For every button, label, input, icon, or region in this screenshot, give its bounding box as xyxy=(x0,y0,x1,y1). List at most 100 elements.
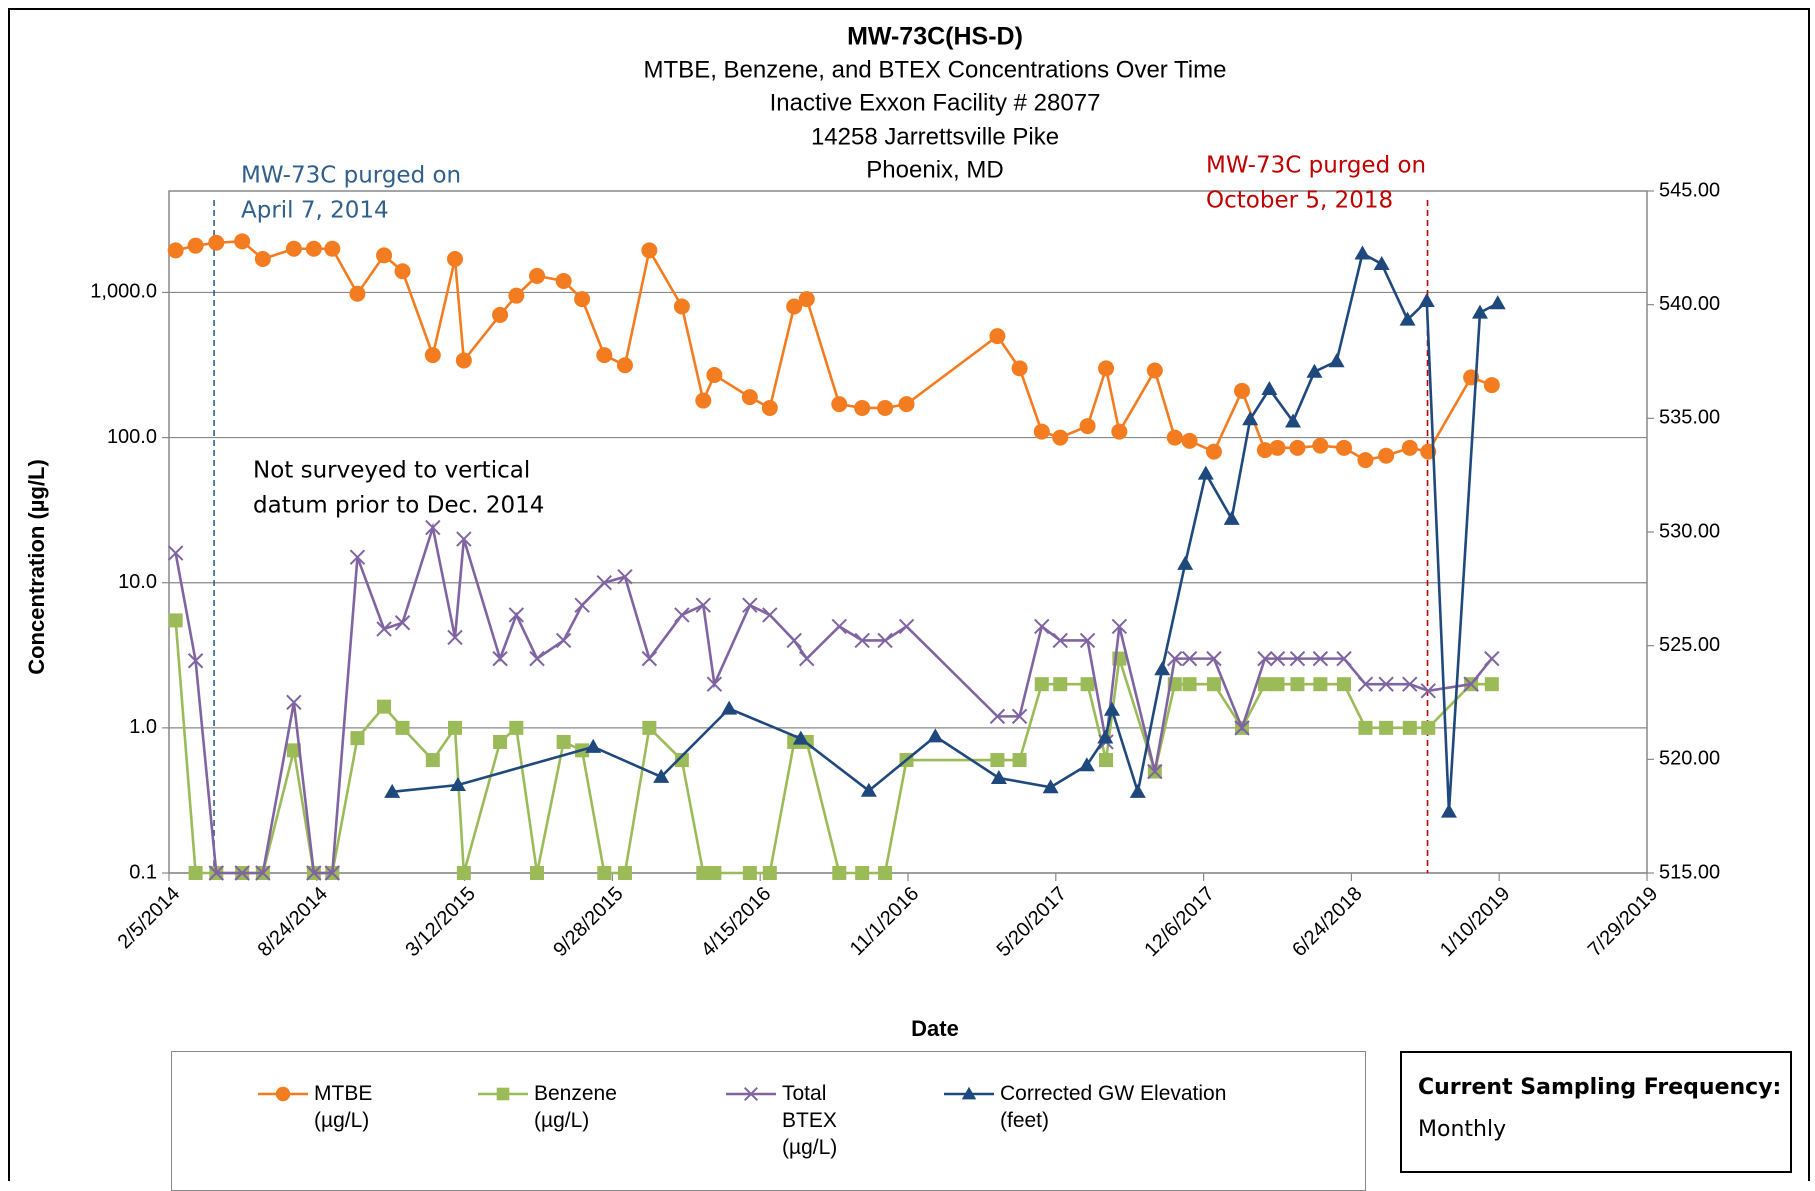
marker xyxy=(395,720,410,735)
marker xyxy=(187,237,204,254)
marker xyxy=(1242,411,1259,426)
marker xyxy=(324,865,341,881)
marker xyxy=(742,597,758,613)
marker xyxy=(1256,442,1273,459)
marker xyxy=(286,694,302,711)
marker xyxy=(1290,677,1305,692)
chart-subtitle: Phoenix, MD xyxy=(866,156,1003,183)
marker xyxy=(324,240,341,257)
marker xyxy=(286,743,301,758)
y-tick-label: 0.1 xyxy=(129,861,157,883)
marker xyxy=(1483,377,1500,394)
marker xyxy=(285,240,302,257)
marker xyxy=(706,676,723,692)
marker xyxy=(1098,360,1115,377)
chart-subtitle: MTBE, Benzene, and BTEX Concentrations O… xyxy=(644,56,1227,83)
marker xyxy=(673,298,690,315)
marker xyxy=(1463,676,1479,692)
marker xyxy=(349,285,366,302)
legend-item: Total BTEX (µg/L) xyxy=(726,1080,852,1161)
marker xyxy=(1234,382,1251,399)
marker xyxy=(508,287,525,304)
marker xyxy=(1097,729,1114,744)
y-tick-label: 1,000.0 xyxy=(90,281,157,303)
marker xyxy=(1354,245,1371,260)
marker xyxy=(877,632,893,649)
marker xyxy=(1177,555,1194,570)
marker xyxy=(1285,413,1302,428)
marker xyxy=(1099,753,1114,768)
y2-tick-label: 540.00 xyxy=(1659,293,1720,315)
marker xyxy=(529,650,545,667)
legend-item: Benzene (µg/L) xyxy=(478,1080,629,1134)
marker xyxy=(1042,779,1059,794)
marker xyxy=(597,866,612,880)
x-axis-label: Date xyxy=(911,1016,959,1041)
marker xyxy=(384,783,401,798)
marker xyxy=(799,650,815,667)
marker xyxy=(1378,447,1395,464)
marker xyxy=(1402,676,1418,692)
marker xyxy=(556,734,571,749)
annotation: Not surveyed to vertical xyxy=(253,458,530,484)
marker xyxy=(706,366,723,383)
legend-swatch xyxy=(478,1087,528,1101)
marker xyxy=(1418,293,1435,308)
series-line xyxy=(174,522,1493,875)
marker xyxy=(1471,304,1488,319)
marker xyxy=(1289,650,1306,667)
marker xyxy=(1078,757,1095,772)
y2-tick-label: 525.00 xyxy=(1659,634,1720,656)
annotation: October 5, 2018 xyxy=(1206,188,1393,214)
marker xyxy=(878,866,893,880)
marker xyxy=(596,575,612,591)
marker xyxy=(831,618,847,635)
marker xyxy=(1079,632,1096,649)
legend-label: Total BTEX (µg/L) xyxy=(782,1082,838,1159)
marker xyxy=(1484,650,1500,667)
legend-label: Corrected GW Elevation (feet) xyxy=(1000,1082,1227,1132)
marker xyxy=(743,1086,759,1102)
marker xyxy=(574,291,591,308)
marker xyxy=(860,782,877,797)
marker xyxy=(1421,720,1436,735)
marker xyxy=(530,866,545,880)
marker xyxy=(1034,618,1050,635)
marker xyxy=(1289,439,1306,456)
marker xyxy=(425,753,440,768)
marker xyxy=(786,298,803,315)
marker xyxy=(496,1087,510,1101)
legend-item: MTBE (µg/L) xyxy=(258,1080,394,1134)
marker xyxy=(1373,255,1390,270)
x-tick-label: 2/5/2014 xyxy=(114,883,185,954)
marker xyxy=(617,866,632,880)
marker xyxy=(1154,661,1171,676)
marker xyxy=(721,700,738,715)
marker xyxy=(555,632,572,649)
marker xyxy=(1146,362,1163,379)
marker xyxy=(1234,720,1250,736)
chart-title: MW-73C(HS-D) xyxy=(847,23,1023,51)
series-line xyxy=(392,251,1499,812)
marker xyxy=(188,866,203,880)
marker xyxy=(1328,353,1345,368)
y-tick-label: 1.0 xyxy=(129,716,157,738)
marker xyxy=(596,347,613,364)
marker xyxy=(1337,677,1352,692)
marker xyxy=(555,272,572,289)
marker xyxy=(877,399,894,416)
marker xyxy=(1052,429,1069,446)
marker xyxy=(674,607,690,623)
marker xyxy=(305,240,322,257)
y2-tick-label: 535.00 xyxy=(1659,407,1720,429)
marker xyxy=(696,866,711,880)
marker xyxy=(989,708,1006,725)
x-tick-label: 6/24/2018 xyxy=(1288,883,1366,961)
marker xyxy=(1257,677,1272,692)
marker xyxy=(1182,677,1197,692)
marker xyxy=(394,263,411,280)
marker xyxy=(854,632,870,649)
marker xyxy=(798,291,815,308)
marker xyxy=(1336,439,1353,456)
